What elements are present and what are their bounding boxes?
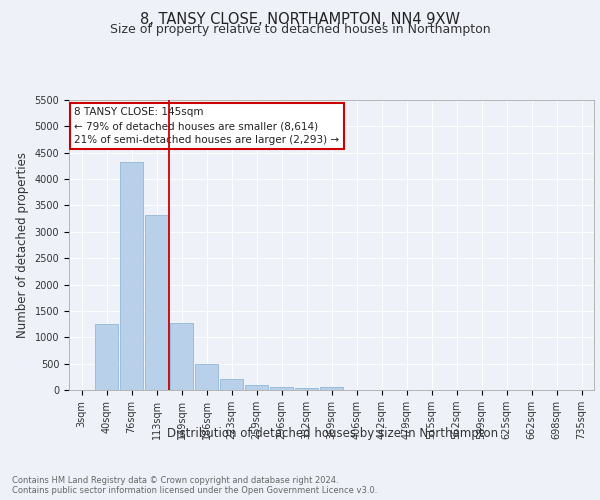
Bar (120, 162, 143, 390)
Bar (295, 388, 318, 390)
Text: Contains HM Land Registry data © Crown copyright and database right 2024.
Contai: Contains HM Land Registry data © Crown c… (12, 476, 377, 495)
Text: 8 TANSY CLOSE: 145sqm
← 79% of detached houses are smaller (8,614)
21% of semi-d: 8 TANSY CLOSE: 145sqm ← 79% of detached … (74, 108, 340, 146)
Text: 8, TANSY CLOSE, NORTHAMPTON, NN4 9XW: 8, TANSY CLOSE, NORTHAMPTON, NN4 9XW (140, 12, 460, 28)
Text: Distribution of detached houses by size in Northampton: Distribution of detached houses by size … (167, 428, 499, 440)
Y-axis label: Number of detached properties: Number of detached properties (16, 152, 29, 338)
Bar (245, 384, 268, 390)
Bar (320, 388, 343, 390)
Bar (95, 324, 118, 390)
Bar (270, 386, 293, 390)
Bar (195, 364, 218, 390)
Bar (170, 322, 193, 390)
Bar (220, 380, 243, 390)
Bar (145, 216, 168, 390)
Text: Size of property relative to detached houses in Northampton: Size of property relative to detached ho… (110, 22, 490, 36)
